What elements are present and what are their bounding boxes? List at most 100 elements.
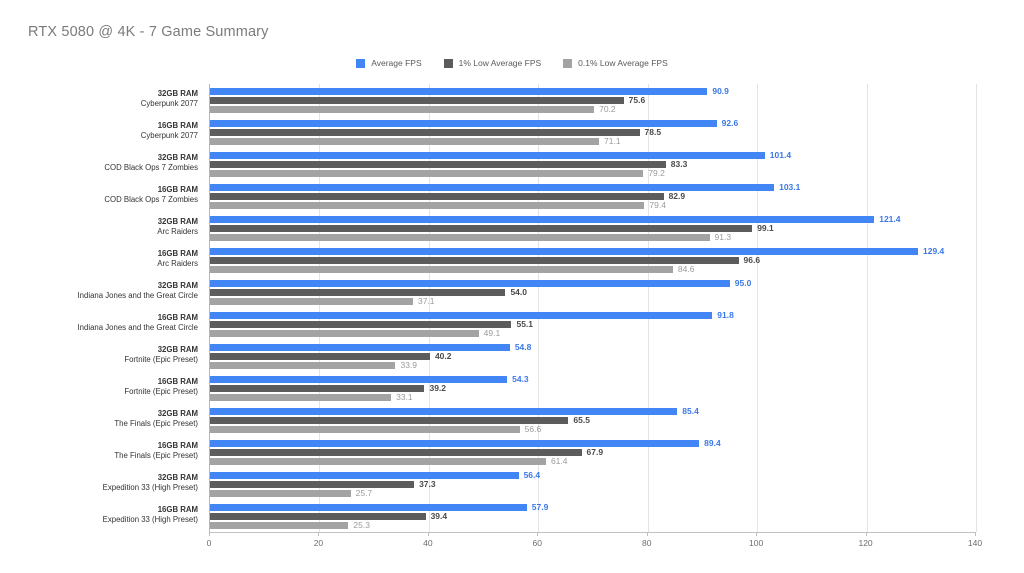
bar-avg[interactable] xyxy=(210,503,527,511)
bar-row: 82.9 xyxy=(210,191,976,201)
bar-row: 92.6 xyxy=(210,118,976,128)
y-axis-category-label: 16GB RAM Expedition 33 (High Preset) xyxy=(103,505,198,525)
bar-low1[interactable] xyxy=(210,192,664,200)
bar-low1[interactable] xyxy=(210,160,666,168)
bar-value-label: 82.9 xyxy=(668,191,686,201)
bar-avg[interactable] xyxy=(210,471,519,479)
bar-avg[interactable] xyxy=(210,247,918,255)
category-game-label: The Finals (Epic Preset) xyxy=(114,418,198,428)
bar-avg[interactable] xyxy=(210,311,713,319)
category-ram-label: 32GB RAM xyxy=(157,280,198,290)
bar-row: 39.4 xyxy=(210,511,976,521)
bar-low01[interactable] xyxy=(210,457,546,465)
bar-low1[interactable] xyxy=(210,512,426,520)
bar-row: 54.8 xyxy=(210,342,976,352)
bar-value-label: 39.4 xyxy=(430,511,448,521)
bar-avg[interactable] xyxy=(210,151,765,159)
x-tick-mark xyxy=(209,532,210,536)
bar-avg[interactable] xyxy=(210,183,775,191)
legend-label: 0.1% Low Average FPS xyxy=(578,58,668,68)
bar-low01[interactable] xyxy=(210,169,644,177)
bar-row: 96.6 xyxy=(210,255,976,265)
bar-row: 85.4 xyxy=(210,406,976,416)
gridline xyxy=(538,84,540,532)
bar-avg[interactable] xyxy=(210,279,730,287)
bar-low01[interactable] xyxy=(210,137,600,145)
legend-entry-0[interactable]: Average FPS xyxy=(356,58,422,68)
bar-avg[interactable] xyxy=(210,407,678,415)
bar-low01[interactable] xyxy=(210,425,520,433)
bar-value-label: 103.1 xyxy=(779,182,801,192)
bar-low1[interactable] xyxy=(210,352,430,360)
bar-avg[interactable] xyxy=(210,375,508,383)
legend-entry-2[interactable]: 0.1% Low Average FPS xyxy=(563,58,668,68)
gridline xyxy=(647,84,649,532)
bar-low01[interactable] xyxy=(210,105,595,113)
bar-avg[interactable] xyxy=(210,87,708,95)
gridline xyxy=(866,84,868,532)
bar-low01[interactable] xyxy=(210,393,392,401)
bar-row: 37.1 xyxy=(210,296,976,306)
bar-value-label: 95.0 xyxy=(734,278,752,288)
bar-value-label: 25.3 xyxy=(353,520,370,530)
category-ram-label: 16GB RAM xyxy=(157,312,198,322)
bar-row: 25.7 xyxy=(210,488,976,498)
bar-low01[interactable] xyxy=(210,329,479,337)
bar-avg[interactable] xyxy=(210,215,875,223)
bar-row: 95.0 xyxy=(210,278,976,288)
bar-value-label: 91.8 xyxy=(717,310,734,320)
bar-row: 129.4 xyxy=(210,246,976,256)
bar-low01[interactable] xyxy=(210,489,351,497)
bar-value-label: 121.4 xyxy=(879,214,901,224)
bar-low1[interactable] xyxy=(210,480,415,488)
bar-avg[interactable] xyxy=(210,439,700,447)
bar-avg[interactable] xyxy=(210,343,510,351)
category-ram-label: 16GB RAM xyxy=(157,184,198,194)
bar-low1[interactable] xyxy=(210,224,753,232)
category-ram-label: 32GB RAM xyxy=(157,408,198,418)
bar-low01[interactable] xyxy=(210,233,710,241)
bar-value-label: 67.9 xyxy=(586,447,604,457)
category-game-label: Expedition 33 (High Preset) xyxy=(102,482,198,492)
bar-low1[interactable] xyxy=(210,288,506,296)
bar-low1[interactable] xyxy=(210,96,624,104)
bar-low01[interactable] xyxy=(210,265,673,273)
category-ram-label: 16GB RAM xyxy=(157,376,198,386)
bar-low1[interactable] xyxy=(210,128,640,136)
bar-value-label: 75.6 xyxy=(628,95,646,105)
bar-value-label: 37.1 xyxy=(417,296,435,306)
bar-row: 49.1 xyxy=(210,328,976,338)
bar-low01[interactable] xyxy=(210,201,645,209)
category-game-label: Cyberpunk 2077 xyxy=(140,98,198,108)
y-axis-category-label: 16GB RAM COD Black Ops 7 Zombies xyxy=(104,185,198,205)
bar-row: 70.2 xyxy=(210,104,976,114)
category-game-label: The Finals (Epic Preset) xyxy=(114,450,198,460)
bar-low1[interactable] xyxy=(210,320,512,328)
bar-value-label: 91.3 xyxy=(714,232,732,242)
bar-row: 79.4 xyxy=(210,200,976,210)
bar-low1[interactable] xyxy=(210,384,425,392)
bar-low1[interactable] xyxy=(210,416,569,424)
category-ram-label: 16GB RAM xyxy=(157,504,198,514)
x-tick-label: 80 xyxy=(641,538,652,548)
bar-low01[interactable] xyxy=(210,521,349,529)
x-tick-mark xyxy=(537,532,539,536)
bar-low01[interactable] xyxy=(210,297,413,305)
bar-low1[interactable] xyxy=(210,448,582,456)
x-tick-mark xyxy=(865,532,867,536)
bar-row: 55.1 xyxy=(210,319,976,329)
bar-row: 40.2 xyxy=(210,351,976,361)
gridline xyxy=(428,84,430,532)
x-tick-mark xyxy=(427,532,429,536)
bar-value-label: 61.4 xyxy=(550,456,568,466)
bar-row: 121.4 xyxy=(210,214,976,224)
x-tick-label: 60 xyxy=(532,538,543,548)
bar-row: 56.4 xyxy=(210,470,976,480)
bar-low01[interactable] xyxy=(210,361,396,369)
bar-low1[interactable] xyxy=(210,256,739,264)
bar-value-label: 89.4 xyxy=(704,438,721,448)
bar-avg[interactable] xyxy=(210,119,717,127)
category-game-label: Arc Raiders xyxy=(157,226,198,236)
legend-entry-1[interactable]: 1% Low Average FPS xyxy=(443,58,541,68)
